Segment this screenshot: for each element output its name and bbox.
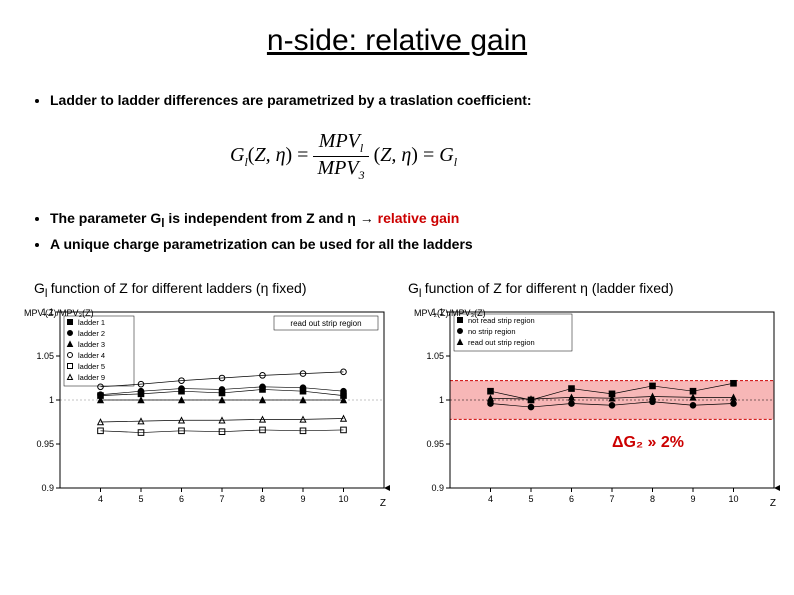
caption-right-b: function of Z for different η (ladder fi… xyxy=(425,280,674,296)
svg-text:0.9: 0.9 xyxy=(431,483,444,493)
svg-text:8: 8 xyxy=(650,494,655,504)
svg-text:7: 7 xyxy=(219,494,224,504)
svg-text:0.95: 0.95 xyxy=(426,439,444,449)
svg-text:8: 8 xyxy=(260,494,265,504)
chart-left: 456789100.90.9511.051.1ZMPVₗ(Z)/MPV₃(Z)l… xyxy=(12,304,392,519)
svg-text:9: 9 xyxy=(300,494,305,504)
slide-title: n-side: relative gain xyxy=(0,0,794,68)
svg-text:1.05: 1.05 xyxy=(36,351,54,361)
svg-text:10: 10 xyxy=(338,494,348,504)
svg-text:5: 5 xyxy=(528,494,533,504)
svg-text:Z: Z xyxy=(770,498,776,509)
caption-left-b: function of Z for different ladders (η f… xyxy=(51,280,307,296)
caption-left: Gl function of Z for different ladders (… xyxy=(34,280,394,300)
bullet-1: Ladder to ladder differences are paramet… xyxy=(50,92,754,108)
caption-left-a: G xyxy=(34,280,45,296)
svg-text:ladder 4: ladder 4 xyxy=(78,351,105,360)
svg-text:6: 6 xyxy=(179,494,184,504)
bullet-2: The parameter Gl is independent from Z a… xyxy=(50,210,754,230)
svg-text:read out strip region: read out strip region xyxy=(468,338,535,347)
svg-text:no strip region: no strip region xyxy=(468,327,516,336)
svg-text:1: 1 xyxy=(49,395,54,405)
svg-text:ladder 1: ladder 1 xyxy=(78,318,105,327)
delta-g-label: ΔG₂ » 2% xyxy=(612,434,684,452)
svg-text:ladder 9: ladder 9 xyxy=(78,373,105,382)
svg-text:ladder 2: ladder 2 xyxy=(78,329,105,338)
svg-text:4: 4 xyxy=(488,494,493,504)
svg-text:ladder 5: ladder 5 xyxy=(78,362,105,371)
caption-right-a: G xyxy=(408,280,419,296)
bullet-2-a: The parameter G xyxy=(50,210,161,226)
svg-text:Z: Z xyxy=(380,498,386,509)
svg-text:4: 4 xyxy=(98,494,103,504)
svg-text:0.9: 0.9 xyxy=(41,483,54,493)
svg-text:9: 9 xyxy=(690,494,695,504)
bullet-3-text: A unique charge parametrization can be u… xyxy=(50,236,473,252)
svg-text:5: 5 xyxy=(138,494,143,504)
svg-text:not read strip region: not read strip region xyxy=(468,316,535,325)
formula: Gl(Z, η) = MPVl MPV3 (Z, η) = Gl xyxy=(230,130,457,183)
bullet-2-c: relative gain xyxy=(374,210,460,226)
svg-text:0.95: 0.95 xyxy=(36,439,54,449)
svg-text:MPVₗ(Z)/MPV₃(Z): MPVₗ(Z)/MPV₃(Z) xyxy=(24,308,94,318)
svg-text:read out strip region: read out strip region xyxy=(290,319,361,328)
svg-text:ladder 3: ladder 3 xyxy=(78,340,105,349)
svg-text:6: 6 xyxy=(569,494,574,504)
svg-text:7: 7 xyxy=(609,494,614,504)
bullet-3: A unique charge parametrization can be u… xyxy=(50,236,754,252)
bullet-2-b: is independent from Z and η xyxy=(165,210,360,226)
svg-text:1.05: 1.05 xyxy=(426,351,444,361)
bullet-2-arrow: → xyxy=(360,210,374,226)
bullet-1-text: Ladder to ladder differences are paramet… xyxy=(50,92,532,108)
chart-right: 456789100.90.9511.051.1ZMPV₂(Z)/MPV₃(Z)n… xyxy=(402,304,782,519)
svg-text:1: 1 xyxy=(439,395,444,405)
caption-right: Gl function of Z for different η (ladder… xyxy=(408,280,768,300)
svg-text:10: 10 xyxy=(728,494,738,504)
